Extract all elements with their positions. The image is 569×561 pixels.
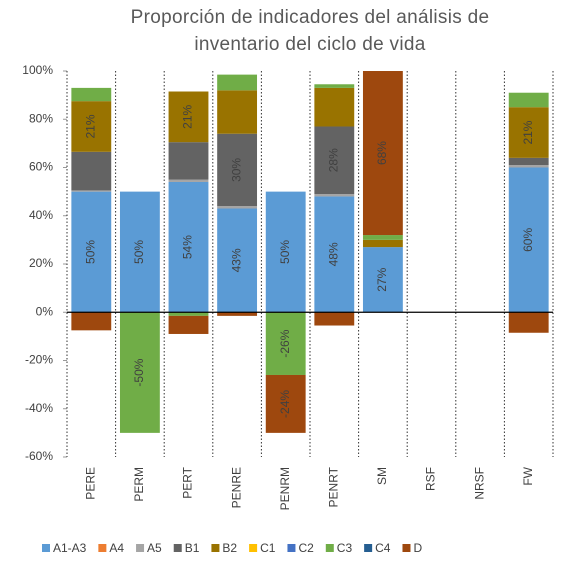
bar-segment [168,312,209,316]
x-tick-label: RSF [424,467,438,491]
data-label: -26% [278,329,292,357]
legend-swatch [402,544,411,552]
legend-label: C2 [298,541,314,555]
bar-segment [119,312,160,433]
bar-segment [168,179,209,182]
legend-label: C4 [375,541,391,555]
bar-segment [71,87,112,102]
data-label: 50% [132,240,146,264]
data-label: 21% [83,114,97,138]
legend-swatch [42,544,50,552]
bar-segment [362,247,403,313]
y-tick-label: -60% [25,449,53,463]
bar-segment [217,206,258,209]
bar-segment [362,71,403,236]
legend-swatch [287,544,296,552]
legend-swatch [364,544,373,552]
y-tick-label: 80% [29,111,53,125]
x-tick-label: PENRT [326,466,340,507]
bar-segment [217,208,258,313]
y-tick-label: 100% [22,63,53,77]
legend-swatch [173,544,182,552]
bar-segment [217,312,258,316]
y-tick-label: 0% [36,304,54,318]
legend-label: D [413,541,422,555]
bar-segment [508,92,549,108]
data-label: -24% [278,390,292,418]
bar-segment [71,191,112,313]
x-tick-label: FW [521,466,535,485]
legend-label: A5 [147,541,162,555]
bar-segment [314,87,355,127]
data-label: 21% [521,120,535,144]
x-tick-label: SM [375,467,389,485]
bar-segment [71,151,112,191]
data-label: 60% [521,228,535,252]
bar-segment [168,91,209,143]
bar-segment [217,90,258,134]
data-label: -50% [132,358,146,386]
legend-label: B2 [222,541,237,555]
bar-segment [71,312,112,331]
data-label: 28% [326,148,340,172]
bar-segment [265,312,306,375]
legend-label: A4 [109,541,124,555]
data-label: 68% [375,141,389,165]
data-label: 54% [181,235,195,259]
legend-label: A1-A3 [53,541,87,555]
data-label: 50% [278,240,292,264]
legend-swatch [211,544,220,552]
data-label: 48% [326,242,340,266]
legend-label: C3 [337,541,353,555]
bar-segment [168,315,209,334]
bar-segment [508,107,549,158]
bar-segment [508,165,549,168]
bar-segment [265,191,306,313]
legend-label: C1 [260,541,276,555]
bar-segment [265,374,306,433]
data-label: 27% [375,267,389,291]
x-tick-label: PERE [83,467,97,500]
bar-segment [314,126,355,195]
bar-segment [314,84,355,88]
bar-segment [314,312,355,326]
bar-segment [168,181,209,313]
legend-label: B1 [185,541,200,555]
bar-segment [508,312,549,333]
data-label: 30% [229,158,243,182]
legend-swatch [325,544,334,552]
y-tick-label: -40% [25,401,53,415]
bar-segment [119,191,160,313]
chart-title: Proporción de indicadores del análisis d… [130,7,490,55]
legend-swatch [98,544,107,552]
data-label: 43% [229,248,243,272]
bar-segment [362,239,403,248]
bar-segment [508,157,549,166]
bar-segment [168,142,209,180]
bar-segment [217,74,258,91]
bar-segment [362,235,403,240]
x-tick-label: PENRE [229,467,243,508]
bar-segment [508,167,549,313]
x-tick-label: NRSF [472,467,486,500]
x-tick-label: PERM [132,467,146,502]
x-tick-label: PERT [181,466,195,498]
bar-segment [314,196,355,313]
data-label: 21% [181,105,195,129]
y-tick-label: 40% [29,208,53,222]
y-tick-label: -20% [25,353,53,367]
x-tick-label: PENRM [278,467,292,510]
bar-segment [71,190,112,192]
y-tick-label: 20% [29,256,53,270]
legend-swatch [249,544,258,552]
data-label: 50% [83,240,97,264]
bar-segment [71,101,112,152]
bar-segment [314,194,355,197]
bar-segment [217,133,258,207]
y-tick-label: 60% [29,160,53,174]
legend-swatch [136,544,145,552]
